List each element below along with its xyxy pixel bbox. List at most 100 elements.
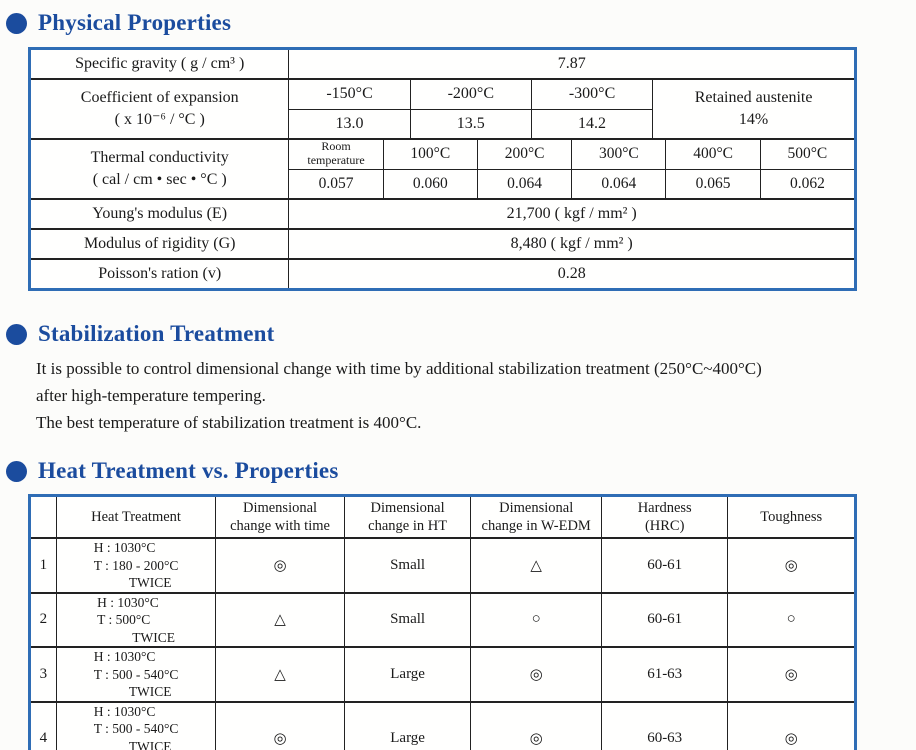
treatment-line: TWICE: [128, 575, 172, 591]
section-header-physical: Physical Properties: [6, 0, 916, 36]
dim-change-time-cell: ◎: [215, 700, 345, 750]
stabilization-paragraph: It is possible to control dimensional ch…: [36, 355, 916, 436]
section-bullet-icon: [6, 460, 27, 482]
thermal-temp-0: Room temperature: [289, 140, 384, 169]
heat-table-row-1: 1 H : 1030°C T : 180 - 200°C TWICE ◎ Sma…: [29, 537, 856, 594]
coefficient-label: Coefficient of expansion ( x 10⁻⁶ / °C ): [31, 80, 290, 138]
coefficient-label-line2: ( x 10⁻⁶ / °C ): [114, 111, 205, 128]
heat-table-header-row: Heat Treatment Dimensional change with t…: [29, 495, 856, 539]
coefficient-columns: -150°C -200°C -300°C 13.0 13.5 14.2: [289, 80, 654, 138]
col-header-dim-change-wedm: Dimensional change in W-EDM: [470, 495, 602, 539]
paragraph-line-2: after high-temperature tempering.: [36, 386, 266, 405]
youngs-modulus-label: Young's modulus (E): [31, 200, 290, 228]
poisson-ratio-value: 0.28: [557, 265, 586, 282]
paragraph-line-3: The best temperature of stabilization tr…: [36, 413, 422, 432]
specific-gravity-label: Specific gravity ( g / cm³ ): [31, 50, 290, 78]
thermal-temp-3: 300°C: [572, 140, 667, 169]
row-modulus-rigidity: Modulus of rigidity (G) 8,480 ( kgf / mm…: [31, 228, 854, 258]
row-number: 2: [29, 591, 57, 648]
treatment-line: T : 180 - 200°C: [93, 557, 179, 573]
heat-treatment-cell: H : 1030°C T : 500 - 540°C TWICE + 400°C: [55, 700, 217, 750]
toughness-cell: ◎: [727, 700, 856, 750]
heat-treatment-table: Heat Treatment Dimensional change with t…: [28, 494, 857, 750]
coefficient-value-1: 13.5: [411, 109, 532, 138]
col-header-number: [29, 495, 57, 539]
section-title-physical: Physical Properties: [38, 10, 232, 35]
treatment-line: TWICE: [128, 739, 172, 750]
dim-change-ht-cell: Large: [343, 700, 472, 750]
section-title-heat-treatment: Heat Treatment vs. Properties: [38, 458, 339, 483]
physical-properties-table: Specific gravity ( g / cm³ ) 7.87 Coeffi…: [28, 47, 857, 291]
thermal-value-0: 0.057: [289, 169, 384, 198]
thermal-label: Thermal conductivity ( cal / cm • sec • …: [31, 140, 290, 198]
coefficient-value-2: 14.2: [532, 109, 654, 138]
thermal-label-line2: ( cal / cm • sec • °C ): [92, 171, 227, 188]
section-bullet-icon: [6, 323, 27, 345]
dim-change-ht-cell: Small: [343, 537, 472, 594]
toughness-cell: ◎: [727, 646, 856, 703]
heat-table-row-2: 2 H : 1030°C T : 500°C TWICE △ Small ○ 6…: [29, 591, 856, 648]
toughness-cell: ◎: [727, 537, 856, 594]
youngs-modulus-value: 21,700 ( kgf / mm² ): [506, 205, 637, 222]
treatment-line: TWICE: [132, 629, 175, 645]
thermal-temp-2: 200°C: [478, 140, 573, 169]
row-thermal-conductivity: Thermal conductivity ( cal / cm • sec • …: [31, 138, 854, 198]
modulus-rigidity-label: Modulus of rigidity (G): [31, 230, 290, 258]
section-title-stabilization: Stabilization Treatment: [38, 321, 275, 346]
dim-change-wedm-cell: △: [470, 537, 602, 594]
treatment-line: H : 1030°C: [93, 540, 156, 555]
section-header-stabilization: Stabilization Treatment: [6, 321, 916, 347]
dim-change-time-cell: △: [215, 646, 345, 703]
coefficient-label-line1: Coefficient of expansion: [80, 89, 239, 107]
thermal-temp-4: 400°C: [666, 140, 761, 169]
coefficient-temp-row: -150°C -200°C -300°C: [289, 80, 654, 109]
dim-change-time-cell: ◎: [215, 537, 345, 594]
col-header-toughness: Toughness: [727, 495, 856, 539]
row-youngs-modulus: Young's modulus (E) 21,700 ( kgf / mm² ): [31, 198, 854, 228]
hardness-cell: 61-63: [600, 646, 729, 703]
thermal-temp-1: 100°C: [384, 140, 478, 169]
dim-change-wedm-cell: ◎: [470, 700, 602, 750]
thermal-label-line1: Thermal conductivity: [90, 149, 229, 167]
treatment-line: H : 1030°C: [97, 594, 159, 610]
dim-change-ht-cell: Large: [343, 646, 472, 703]
poisson-ratio-label: Poisson's ration (v): [31, 260, 290, 288]
row-specific-gravity: Specific gravity ( g / cm³ ) 7.87: [31, 50, 854, 78]
col-header-hardness: Hardness (HRC): [600, 495, 729, 539]
thermal-value-5: 0.062: [789, 174, 825, 192]
section-header-heat-treatment: Heat Treatment vs. Properties: [6, 458, 916, 484]
thermal-temp-5: 500°C: [787, 145, 828, 163]
thermal-value-3: 0.064: [572, 169, 667, 198]
col-header-dim-change-time: Dimensional change with time: [215, 495, 345, 539]
toughness-cell: ○: [727, 591, 856, 648]
dim-change-wedm-cell: ○: [470, 591, 602, 648]
hardness-cell: 60-61: [600, 591, 729, 648]
treatment-line: T : 500 - 540°C: [93, 666, 179, 682]
thermal-value-4: 0.065: [666, 169, 761, 198]
thermal-value-1: 0.060: [384, 169, 478, 198]
row-poisson-ratio: Poisson's ration (v) 0.28: [31, 258, 854, 288]
treatment-line: H : 1030°C: [93, 649, 156, 665]
treatment-line: TWICE: [128, 684, 172, 700]
coefficient-value-row: 13.0 13.5 14.2: [289, 108, 654, 138]
dim-change-wedm-cell: ◎: [470, 646, 602, 703]
treatment-line: T : 500 - 540°C: [93, 721, 179, 737]
heat-table-row-4: 4 H : 1030°C T : 500 - 540°C TWICE + 400…: [29, 700, 856, 750]
dim-change-time-cell: △: [215, 591, 345, 648]
paragraph-line-1: It is possible to control dimensional ch…: [36, 359, 762, 378]
thermal-value-row: 0.057 0.060 0.064 0.064 0.065 0.062: [289, 168, 854, 198]
heat-table-row-3: 3 H : 1030°C T : 500 - 540°C TWICE △ Lar…: [29, 646, 856, 703]
row-number: 1: [29, 537, 57, 594]
heat-treatment-cell: H : 1030°C T : 500°C TWICE: [55, 591, 217, 648]
col-header-heat-treatment: Heat Treatment: [55, 495, 217, 539]
hardness-cell: 60-61: [600, 537, 729, 594]
coefficient-temp-1: -200°C: [411, 80, 532, 109]
hardness-cell: 60-63: [600, 700, 729, 750]
row-number: 3: [29, 646, 57, 703]
dim-change-ht-cell: Small: [343, 591, 472, 648]
thermal-columns: Room temperature 100°C 200°C 300°C 400°C…: [289, 140, 854, 198]
treatment-line: H : 1030°C: [93, 703, 156, 719]
thermal-temp-row: Room temperature 100°C 200°C 300°C 400°C…: [289, 140, 854, 169]
row-coefficient-expansion: Coefficient of expansion ( x 10⁻⁶ / °C )…: [31, 78, 854, 138]
